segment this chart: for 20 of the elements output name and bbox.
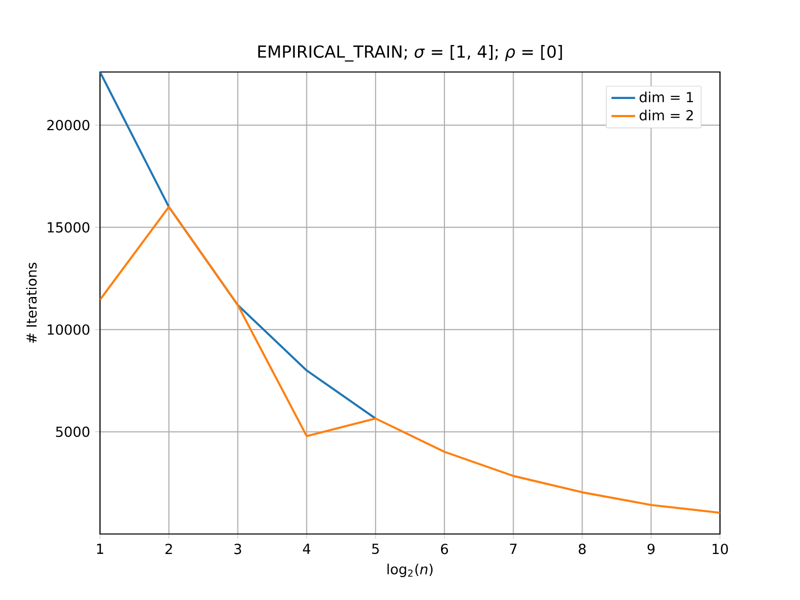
- x-tick-label: 7: [510, 544, 517, 554]
- y-axis-title: # Iterations: [26, 262, 37, 343]
- x-tick-label: 10: [712, 544, 728, 554]
- x-tick-label: 8: [578, 544, 586, 554]
- x-tick-label: 3: [234, 544, 242, 554]
- y-tick-label: 10000: [48, 324, 90, 335]
- x-tick-label: 4: [302, 544, 310, 554]
- x-tick-label: 9: [648, 544, 655, 554]
- y-tick-label: 5000: [56, 426, 90, 438]
- x-tick-label: 2: [166, 544, 172, 554]
- legend-label: dim = 1: [640, 92, 693, 102]
- x-tick-label: 6: [441, 544, 448, 554]
- x-axis-title: log$_{2}$(n): [388, 564, 433, 578]
- chart-title: EMPIRICAL_TRAIN; σ = [1, 4]; ρ = [0]: [258, 45, 562, 62]
- y-tick-label: 15000: [48, 222, 90, 233]
- y-tick-label: 20000: [47, 120, 90, 130]
- line-series: [100, 206, 720, 514]
- x-tick-label: 5: [372, 544, 379, 554]
- legend-label: dim = 2: [640, 110, 693, 120]
- x-tick-label: 1: [97, 544, 104, 554]
